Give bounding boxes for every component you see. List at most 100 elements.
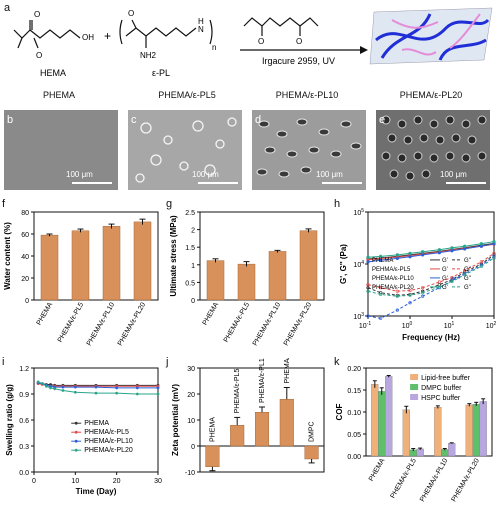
y-tick-label: 0.00 — [347, 454, 361, 461]
y-tick-label: 20 — [187, 392, 195, 399]
epl-o: O — [128, 9, 134, 18]
data-point — [49, 386, 52, 390]
bar — [434, 407, 442, 457]
sem-pores-pl5 — [135, 117, 237, 183]
bar — [237, 263, 256, 301]
y-axis-label: Zeta potential (mV) — [171, 384, 180, 456]
panel-label-k: k — [334, 356, 340, 368]
legend-marker — [74, 439, 78, 443]
series-line — [367, 257, 495, 297]
plus-sign: + — [104, 29, 111, 43]
hema-o-top: O — [34, 10, 40, 19]
data-point — [437, 248, 441, 252]
category-label: PHEMA/ε-PL5 — [234, 369, 241, 414]
data-point — [73, 385, 77, 389]
y-tick-label: 40 — [21, 254, 29, 261]
data-point — [450, 279, 454, 284]
legend-g2: G'' — [464, 258, 471, 264]
y-tick-label: 20 — [21, 276, 29, 283]
network-illustration — [369, 7, 493, 65]
y-axis-label: Ultimate stress (MPa) — [169, 215, 178, 297]
epl-n-atom: N — [198, 25, 204, 34]
data-point — [379, 316, 383, 320]
data-point — [115, 391, 119, 395]
data-point — [421, 291, 425, 295]
data-point — [408, 301, 412, 305]
data-point — [463, 268, 467, 273]
data-point — [366, 260, 370, 264]
data-point — [395, 256, 399, 261]
sem-title-1: PHEMA — [42, 90, 75, 100]
data-point — [408, 288, 412, 293]
category-label: PHEMA/ε-PL10 — [252, 301, 282, 347]
data-point — [408, 255, 412, 259]
bar — [71, 230, 90, 301]
data-point — [366, 289, 370, 293]
scale-text: 100 μm — [66, 170, 93, 179]
x-tick-label: 20 — [113, 478, 121, 485]
y-tick-label: 0 — [25, 298, 29, 305]
data-point — [463, 244, 467, 248]
bar — [304, 445, 319, 460]
bar — [385, 376, 393, 457]
data-point — [366, 255, 370, 259]
sem-title-2: PHEMA/ε-PL5 — [158, 90, 216, 100]
category-label: PHEMA/ε-PL5 — [223, 301, 251, 343]
category-label: PHEMA/ε-PL5 — [390, 457, 418, 499]
data-point — [450, 246, 454, 250]
bar — [448, 443, 456, 457]
y-tick-label: 1 — [191, 263, 195, 270]
bar — [465, 404, 473, 457]
sem-image-pl5: c 100 μm — [128, 110, 242, 190]
legend-label: DMPC buffer — [421, 385, 462, 392]
sem-letter-e: e — [379, 114, 386, 126]
data-point — [421, 250, 425, 254]
series-line — [38, 382, 158, 386]
scale-text: 100 μm — [316, 170, 343, 179]
data-point — [366, 283, 370, 287]
bar — [133, 221, 152, 301]
scale-bar — [322, 182, 362, 184]
bar — [402, 409, 410, 457]
y-axis-label: Swelling ratio (g/g) — [5, 384, 14, 456]
y-tick-label: 0.0 — [19, 470, 29, 477]
initiator-text: Irgacure 2959, UV — [262, 56, 335, 66]
data-point — [421, 253, 425, 257]
sem-letter-d: d — [255, 114, 262, 126]
y-axis-label: COF — [335, 403, 344, 420]
y-tick-label: 105 — [353, 208, 364, 217]
x-tick-label: 101 — [444, 321, 455, 330]
y-tick-label: 10 — [187, 418, 195, 425]
panel-label-i: i — [2, 356, 5, 368]
x-tick-label: 102 — [486, 321, 497, 330]
data-point — [73, 390, 77, 394]
series-line — [367, 241, 495, 258]
reaction-arrowhead — [360, 46, 368, 54]
scale-bar — [446, 182, 486, 184]
bar — [371, 384, 379, 457]
legend-g2: G'' — [464, 276, 471, 282]
bar — [206, 260, 225, 301]
legend-g1: G' — [442, 267, 448, 273]
data-point — [135, 386, 139, 390]
y-tick-label: 2 — [191, 228, 195, 235]
data-point — [479, 242, 483, 246]
data-point — [135, 392, 139, 396]
data-point — [94, 385, 98, 389]
bar — [378, 391, 386, 457]
data-point — [366, 286, 370, 290]
y-axis-label: G', G'' (Pa) — [339, 244, 348, 284]
hema-o-mid: O — [36, 51, 42, 60]
legend-label: PHEMA/ε-PL20 — [84, 447, 133, 454]
bar — [279, 399, 294, 447]
data-point — [479, 264, 483, 268]
sem-image-pl10: d 100 μm — [252, 110, 366, 190]
y-tick-label: 2.5 — [185, 210, 195, 217]
y-tick-label: 0.3 — [19, 444, 29, 451]
category-label: PHEMA/ε-PL20 — [283, 301, 313, 347]
data-point — [421, 286, 425, 290]
y-tick-label: -10 — [185, 470, 195, 477]
legend-label: PHEMA/ε-PL10 — [372, 276, 414, 282]
data-point — [437, 280, 441, 284]
